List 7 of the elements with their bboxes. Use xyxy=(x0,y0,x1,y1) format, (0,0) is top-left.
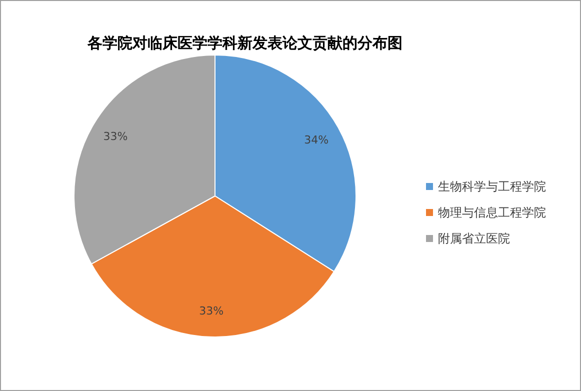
legend-label: 附属省立医院 xyxy=(438,231,510,246)
chart-title: 各学院对临床医学学科新发表论文贡献的分布图 xyxy=(86,34,402,52)
legend-label: 物理与信息工程学院 xyxy=(438,205,546,220)
legend-label: 生物科学与工程学院 xyxy=(438,179,546,194)
data-label: 33% xyxy=(199,304,224,318)
data-label: 34% xyxy=(304,133,329,146)
data-label: 33% xyxy=(103,130,128,144)
